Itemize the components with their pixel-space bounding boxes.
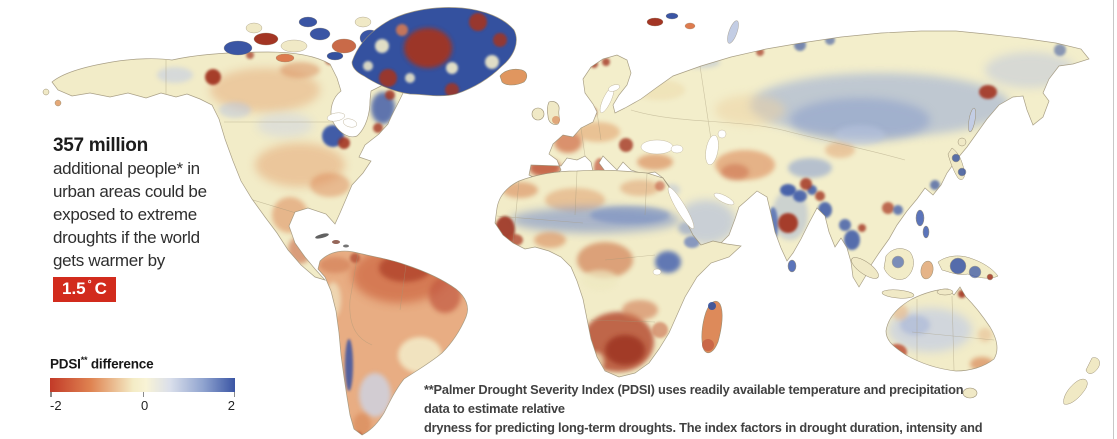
legend-tick-label-zero: 0: [141, 397, 149, 413]
island-sulawesi: [920, 260, 934, 280]
headline-line: exposed to extreme: [53, 205, 197, 224]
temperature-badge: 1.5 ° C: [53, 277, 116, 302]
island-tasmania: [962, 387, 978, 399]
continent-africa: [494, 169, 742, 378]
island-sri-lanka: [787, 259, 797, 273]
islands-new-zealand: [1063, 357, 1100, 405]
legend-tick-mid: [142, 391, 144, 397]
continent-greenland: [351, 7, 528, 97]
headline-line: droughts if the world: [53, 228, 200, 247]
footnote-line-1: **Palmer Drought Severity Index (PDSI) u…: [424, 382, 964, 416]
legend-title-superscript: **: [80, 355, 88, 365]
footnote: **Palmer Drought Severity Index (PDSI) u…: [424, 380, 990, 439]
island-sakhalin: [968, 107, 976, 133]
island-japan: [947, 137, 967, 181]
headline-line: gets warmer by: [53, 251, 166, 270]
arctic-islands: [223, 12, 739, 63]
legend-labels: -2 0 2: [50, 398, 235, 413]
legend-gradient-bar: [50, 377, 235, 397]
island-ireland: [531, 107, 545, 121]
continent-north-america: [42, 51, 404, 281]
headline-line: urban areas could be: [53, 182, 207, 201]
inland-seas: [599, 84, 735, 229]
islands-caribbean: [315, 233, 349, 248]
island-madagascar: [701, 300, 723, 354]
headline-block: 357 million additional people* in urban …: [53, 134, 253, 302]
legend-tick-label-min: -2: [50, 397, 62, 413]
temperature-unit: C: [94, 279, 107, 298]
degree-symbol: °: [87, 279, 92, 290]
legend: PDSI** difference -2 0 2: [50, 355, 236, 413]
island-new-guinea: [937, 255, 999, 281]
headline-stat: 357 million: [53, 135, 148, 156]
temperature-value: 1.5: [62, 279, 86, 298]
image-right-border: [1112, 0, 1114, 439]
island-iceland: [499, 68, 528, 86]
island-borneo: [883, 248, 914, 281]
legend-tick-left: [50, 391, 52, 397]
islands-philippines: [915, 209, 925, 227]
islands-southeast-asia: [787, 107, 999, 299]
footnote-line-2: dryness for predicting long-term drought…: [424, 420, 983, 435]
headline-line: additional people* in: [53, 159, 200, 178]
legend-title: PDSI** difference: [50, 355, 154, 372]
legend-tick-right: [233, 391, 235, 397]
island-sumatra: [851, 257, 879, 279]
legend-tick-label-max: 2: [227, 397, 235, 413]
island-java: [881, 289, 915, 299]
